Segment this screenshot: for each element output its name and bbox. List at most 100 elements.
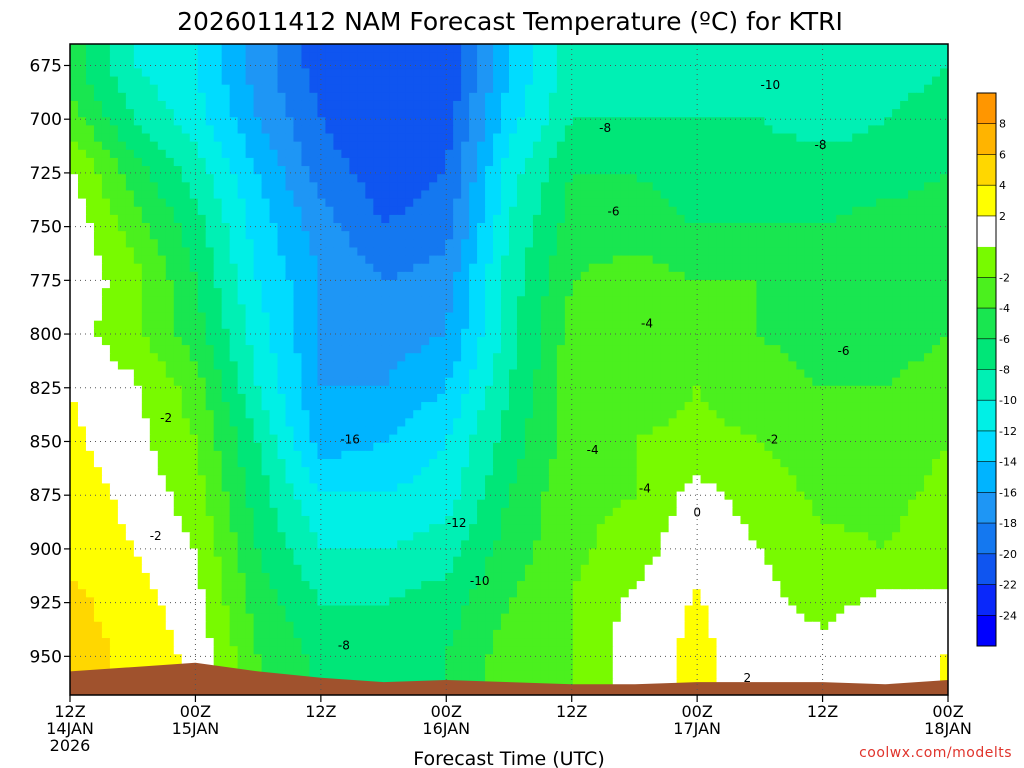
- field-cell: [181, 231, 191, 240]
- field-cell: [844, 157, 853, 167]
- field-cell: [309, 279, 319, 289]
- field-cell: [461, 125, 470, 135]
- field-cell: [373, 166, 382, 175]
- field-cell: [493, 271, 502, 281]
- field-cell: [860, 377, 869, 387]
- field-cell: [469, 174, 478, 183]
- field-cell: [197, 361, 207, 371]
- field-cell: [341, 279, 350, 289]
- field-cell: [924, 345, 933, 354]
- field-cell: [485, 100, 494, 110]
- field-cell: [868, 214, 877, 224]
- field-cell: [748, 52, 758, 61]
- field-cell: [636, 44, 646, 53]
- field-cell: [373, 336, 382, 346]
- field-cell: [85, 304, 95, 314]
- field-cell: [836, 304, 845, 314]
- field-cell: [493, 149, 502, 159]
- field-cell: [820, 166, 829, 175]
- field-cell: [213, 44, 223, 53]
- field-cell: [676, 239, 686, 249]
- field-cell: [277, 271, 287, 281]
- field-cell: [245, 92, 255, 102]
- field-cell: [141, 214, 151, 224]
- field-cell: [261, 255, 271, 265]
- field-cell: [509, 345, 518, 354]
- field-cell: [157, 312, 167, 322]
- field-cell: [836, 353, 845, 362]
- field-cell: [381, 133, 390, 143]
- field-cell: [205, 190, 215, 200]
- field-cell: [724, 92, 734, 102]
- field-cell: [724, 345, 734, 354]
- field-cell: [181, 60, 191, 70]
- field-cell: [804, 100, 813, 110]
- field-cell: [556, 320, 566, 330]
- field-cell: [125, 174, 135, 183]
- field-cell: [325, 247, 334, 257]
- field-cell: [860, 174, 869, 183]
- field-cell: [804, 214, 813, 224]
- field-cell: [381, 353, 390, 362]
- field-cell: [133, 271, 143, 281]
- field-cell: [916, 369, 925, 379]
- field-cell: [413, 68, 422, 78]
- field-cell: [812, 271, 821, 281]
- field-cell: [277, 255, 287, 265]
- field-cell: [852, 84, 861, 94]
- field-cell: [740, 44, 750, 53]
- field-cell: [141, 279, 151, 289]
- field-cell: [580, 182, 590, 192]
- field-cell: [405, 288, 414, 297]
- field-cell: [261, 223, 271, 232]
- field-cell: [261, 296, 271, 305]
- field-cell: [269, 271, 279, 281]
- field-cell: [940, 247, 948, 257]
- field-cell: [213, 345, 223, 354]
- field-cell: [453, 149, 462, 159]
- field-cell: [884, 304, 893, 314]
- field-cell: [373, 125, 382, 135]
- field-cell: [532, 353, 542, 362]
- field-cell: [532, 271, 542, 281]
- field-cell: [253, 377, 263, 387]
- field-cell: [221, 60, 231, 70]
- field-cell: [453, 223, 462, 232]
- field-cell: [357, 60, 366, 70]
- field-cell: [157, 157, 167, 167]
- field-cell: [261, 190, 271, 200]
- field-cell: [141, 345, 151, 354]
- field-cell: [820, 361, 829, 371]
- field-cell: [796, 52, 805, 61]
- field-cell: [532, 166, 542, 175]
- field-cell: [309, 296, 319, 305]
- field-cell: [445, 182, 454, 192]
- field-cell: [908, 304, 917, 314]
- field-cell: [540, 198, 550, 208]
- field-cell: [540, 60, 550, 70]
- field-cell: [684, 117, 694, 126]
- field-cell: [772, 174, 781, 183]
- field-cell: [756, 174, 766, 183]
- field-cell: [341, 263, 350, 273]
- field-cell: [724, 60, 734, 70]
- field-cell: [181, 133, 191, 143]
- field-cell: [101, 231, 111, 240]
- field-cell: [125, 76, 135, 86]
- field-cell: [612, 109, 622, 118]
- field-cell: [389, 157, 398, 167]
- field-cell: [668, 296, 678, 305]
- field-cell: [604, 100, 614, 110]
- field-cell: [285, 174, 295, 183]
- field-cell: [181, 92, 191, 102]
- field-cell: [644, 279, 654, 289]
- field-cell: [732, 198, 742, 208]
- field-cell: [445, 279, 454, 289]
- field-cell: [133, 166, 143, 175]
- field-cell: [700, 141, 710, 151]
- field-cell: [413, 190, 422, 200]
- field-cell: [892, 296, 901, 305]
- field-cell: [812, 166, 821, 175]
- field-cell: [141, 361, 151, 371]
- field-cell: [820, 109, 829, 118]
